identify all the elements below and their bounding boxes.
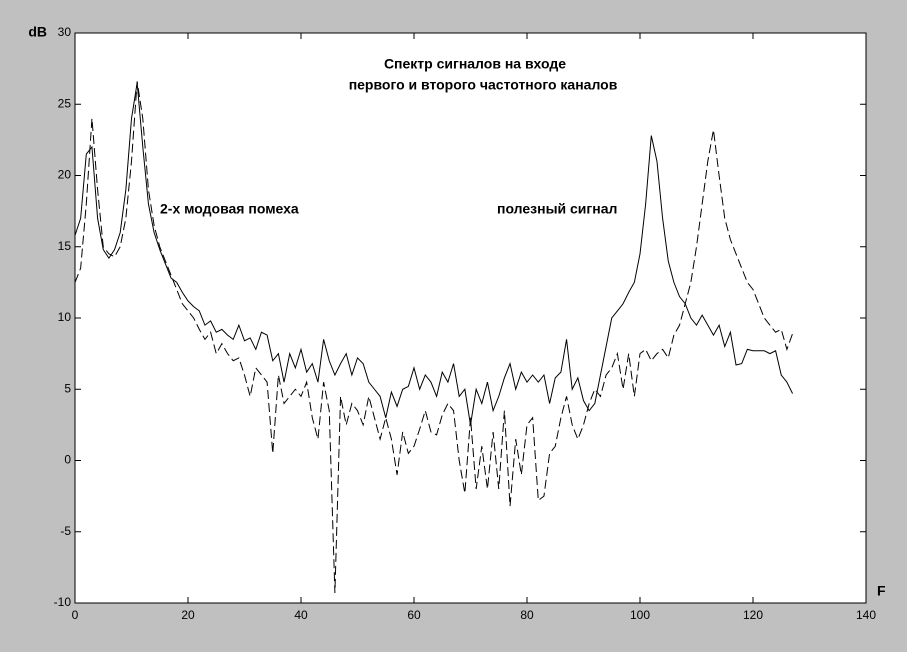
y-tick-label: 5 (64, 381, 71, 395)
series-line (74, 81, 794, 594)
x-tick-label: 20 (181, 608, 195, 622)
x-tick-label: 60 (407, 608, 421, 622)
x-tick-label: 80 (520, 608, 534, 622)
y-axis-label: dB (28, 24, 47, 40)
y-tick-label: 0 (64, 453, 71, 467)
x-tick-label: 0 (72, 608, 79, 622)
y-tick-label: 30 (58, 25, 72, 39)
plot-area (74, 32, 867, 604)
y-tick-label: -10 (54, 595, 72, 609)
x-axis-label: F (877, 583, 886, 599)
x-tick-label: 120 (743, 608, 763, 622)
y-tick-label: -5 (60, 524, 71, 538)
x-tick-label: 100 (630, 608, 650, 622)
y-tick-label: 15 (58, 239, 72, 253)
chart-title: Спектр сигналов на входе (384, 56, 566, 72)
chart-title: первого и второго частотного каналов (349, 77, 618, 93)
y-tick-label: 10 (58, 310, 72, 324)
series-line (74, 82, 793, 425)
x-tick-label: 140 (856, 608, 876, 622)
annotation: 2-х модовая помеха (160, 201, 299, 217)
y-tick-label: 25 (58, 96, 72, 110)
x-tick-label: 40 (294, 608, 308, 622)
annotation: полезный сигнал (497, 201, 617, 217)
y-tick-label: 20 (58, 168, 72, 182)
